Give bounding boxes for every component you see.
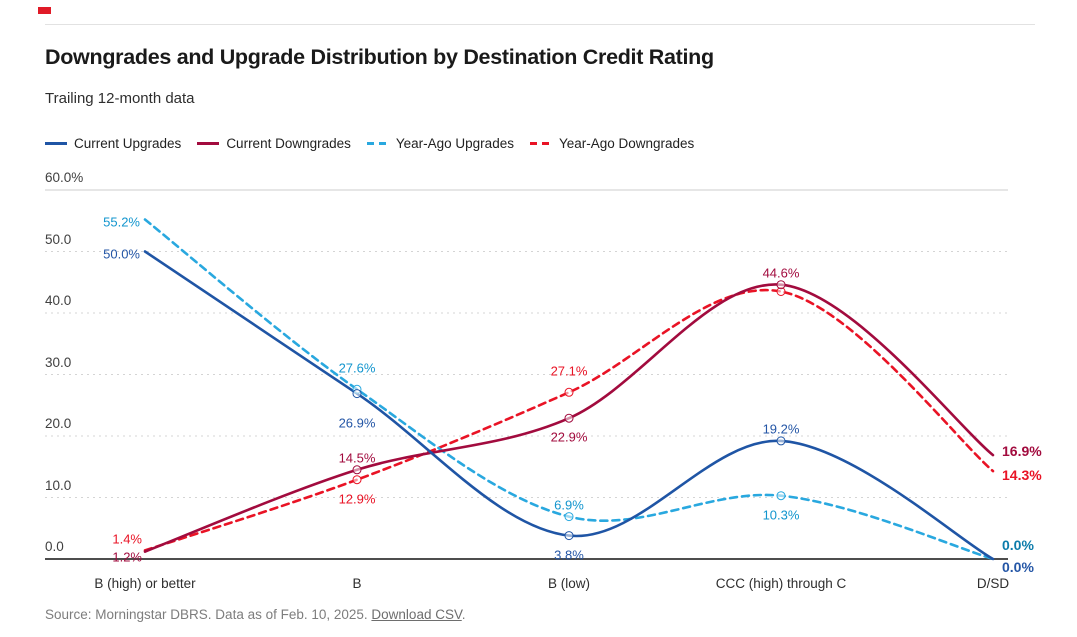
data-label: 12.9% (338, 491, 376, 507)
data-label: 19.2% (762, 421, 800, 437)
data-point-marker (564, 413, 574, 423)
legend-label: Year-Ago Downgrades (558, 136, 695, 151)
dashed-line-swatch-icon (529, 142, 552, 145)
series-line-current-downgrades (143, 283, 995, 553)
data-label: 0.0% (1002, 537, 1034, 553)
data-point-marker (776, 436, 786, 446)
data-label: 22.9% (550, 429, 588, 445)
data-label: 27.1% (550, 363, 588, 379)
legend-item-current-upgrades: Current Upgrades (45, 136, 181, 151)
source-text: Source: Morningstar DBRS. Data as of Feb… (45, 607, 372, 622)
download-csv-link[interactable]: Download CSV (371, 607, 462, 622)
page-title: Downgrades and Upgrade Distribution by D… (45, 45, 714, 69)
brand-accent-mark (38, 7, 51, 14)
data-label: 6.9% (554, 497, 584, 513)
data-point-marker (564, 387, 574, 397)
data-label: 44.6% (762, 265, 800, 281)
x-axis-tick-label: D/SD (976, 576, 1010, 591)
data-point-marker (776, 491, 786, 501)
y-axis-tick-label: 0.0 (45, 539, 64, 554)
legend-item-year-ago-downgrades: Year-Ago Downgrades (529, 136, 695, 151)
legend-label: Year-Ago Upgrades (395, 136, 514, 151)
data-label: 26.9% (338, 415, 376, 431)
x-axis-tick-label: B (low) (547, 576, 591, 591)
top-divider (45, 24, 1035, 25)
line-swatch-icon (197, 142, 220, 145)
data-point-marker (776, 280, 786, 290)
legend-item-current-downgrades: Current Downgrades (197, 136, 351, 151)
data-point-marker (564, 512, 574, 522)
data-label: 1.4% (112, 531, 142, 547)
y-axis-tick-label: 10.0 (45, 477, 72, 493)
data-point-marker (352, 465, 362, 475)
source-note: Source: Morningstar DBRS. Data as of Feb… (45, 607, 466, 622)
y-axis-tick-label: 50.0 (45, 231, 72, 247)
y-axis-tick-label: 40.0 (45, 293, 72, 308)
data-point-marker (564, 531, 574, 541)
y-axis-tick-label: 20.0 (45, 416, 72, 431)
x-axis-tick-label: B (352, 576, 362, 591)
data-point-marker (352, 475, 362, 485)
data-label: 3.8% (554, 547, 584, 563)
legend-item-year-ago-upgrades: Year-Ago Upgrades (366, 136, 514, 151)
data-label: 50.0% (103, 246, 140, 261)
legend-label: Current Upgrades (74, 136, 182, 151)
data-label: 1.2% (112, 549, 142, 565)
y-axis-tick-label: 60.0% (45, 170, 84, 185)
data-label: 14.3% (1002, 467, 1042, 484)
data-label: 16.9% (1002, 443, 1042, 460)
data-point-marker (352, 389, 362, 399)
series-line-year-ago-downgrades (143, 288, 995, 552)
data-label: 0.0% (1002, 559, 1034, 575)
data-label: 10.3% (762, 507, 800, 523)
data-label: 27.6% (338, 360, 376, 376)
x-axis-tick-label: B (high) or better (94, 576, 196, 591)
dashed-line-swatch-icon (366, 142, 389, 145)
legend-label: Current Downgrades (226, 136, 351, 151)
chart-legend: Current Upgrades Current Downgrades Year… (45, 136, 694, 151)
x-axis-tick-label: CCC (high) through C (715, 576, 847, 591)
line-swatch-icon (45, 142, 67, 145)
data-label: 14.5% (338, 450, 376, 466)
page-subtitle: Trailing 12-month data (45, 90, 195, 107)
y-axis-tick-label: 30.0 (45, 354, 72, 370)
source-period: . (461, 607, 466, 622)
data-label: 55.2% (103, 214, 140, 230)
